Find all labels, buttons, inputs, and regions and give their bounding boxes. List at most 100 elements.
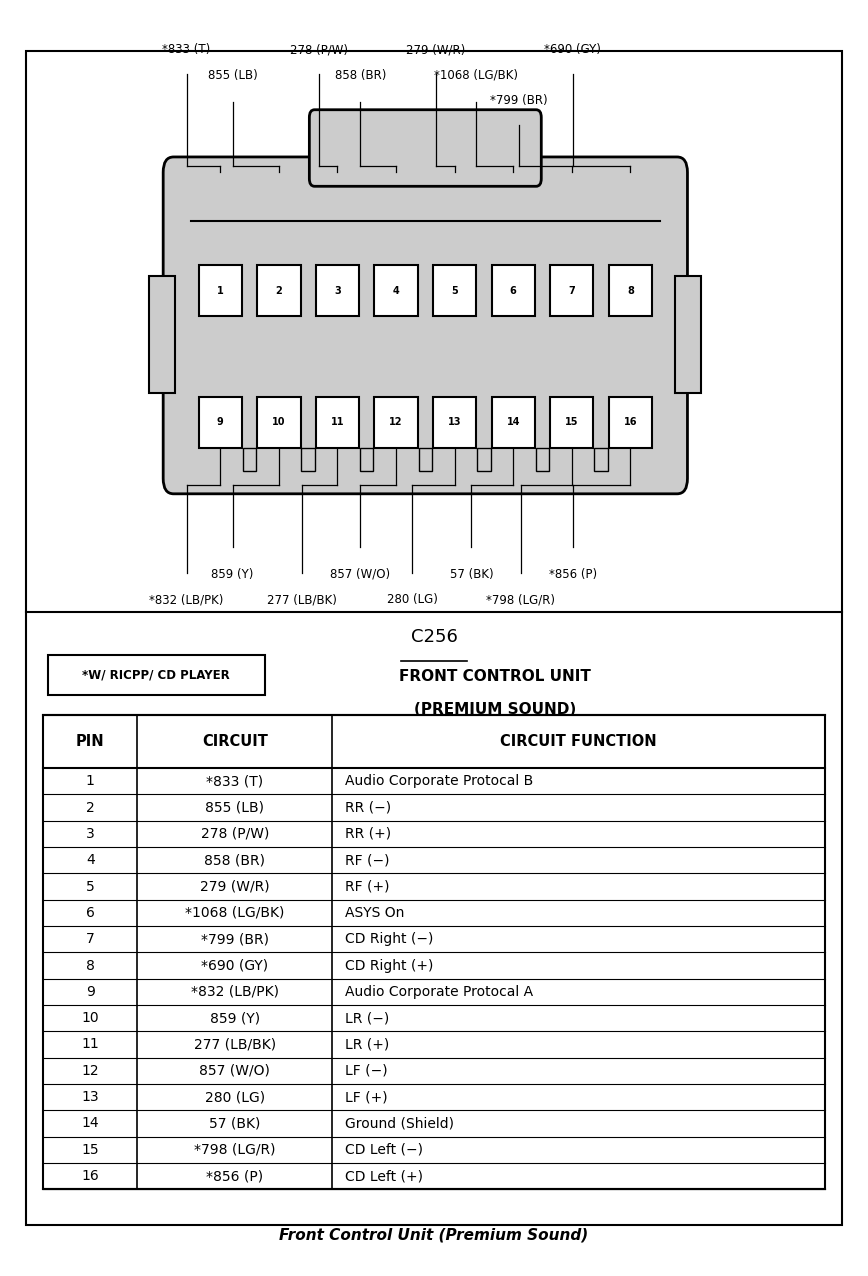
Text: *833 (T): *833 (T) (162, 43, 211, 56)
Bar (608, 265, 652, 316)
Bar (418, 448, 432, 471)
Text: 16: 16 (623, 417, 637, 427)
Text: CIRCUIT: CIRCUIT (202, 734, 267, 749)
Text: *799 (BR): *799 (BR) (490, 94, 548, 107)
Text: 280 (LG): 280 (LG) (205, 1090, 265, 1104)
Text: 858 (BR): 858 (BR) (334, 69, 386, 82)
Text: 1: 1 (217, 286, 224, 296)
Bar (433, 265, 477, 316)
Text: CIRCUIT FUNCTION: CIRCUIT FUNCTION (500, 734, 657, 749)
Bar (301, 448, 315, 471)
Text: 6: 6 (510, 286, 516, 296)
Text: 8: 8 (627, 286, 634, 296)
Bar (43, 715, 825, 1189)
Text: Ground (Shield): Ground (Shield) (345, 1116, 455, 1131)
Text: CD Left (−): CD Left (−) (345, 1143, 424, 1157)
Text: 57 (BK): 57 (BK) (209, 1116, 260, 1131)
Text: 15: 15 (82, 1143, 99, 1157)
Bar (360, 448, 373, 471)
Text: 9: 9 (86, 985, 95, 999)
Bar (433, 397, 477, 448)
Text: *W/ RICPP/ CD PLAYER: *W/ RICPP/ CD PLAYER (82, 669, 230, 681)
Text: Front Control Unit (Premium Sound): Front Control Unit (Premium Sound) (279, 1228, 589, 1243)
Text: 12: 12 (82, 1064, 99, 1078)
Bar (491, 397, 535, 448)
Text: CD Right (+): CD Right (+) (345, 958, 434, 972)
Text: 4: 4 (86, 854, 95, 868)
Bar (199, 397, 242, 448)
Text: FRONT CONTROL UNIT: FRONT CONTROL UNIT (398, 669, 591, 684)
Text: 6: 6 (86, 906, 95, 920)
Text: Audio Corporate Protocal B: Audio Corporate Protocal B (345, 775, 534, 789)
Text: 859 (Y): 859 (Y) (210, 1011, 260, 1025)
Bar (595, 448, 608, 471)
Bar (675, 277, 701, 393)
Text: CD Left (+): CD Left (+) (345, 1169, 424, 1183)
Text: *690 (GY): *690 (GY) (544, 43, 602, 56)
Text: LR (+): LR (+) (345, 1037, 390, 1051)
Text: 277 (LB/BK): 277 (LB/BK) (194, 1037, 276, 1051)
Text: 15: 15 (565, 417, 579, 427)
Text: *798 (LG/R): *798 (LG/R) (486, 593, 556, 606)
Text: *1068 (LG/BK): *1068 (LG/BK) (185, 906, 285, 920)
Text: 859 (Y): 859 (Y) (212, 568, 253, 581)
Text: 10: 10 (82, 1011, 99, 1025)
Text: RR (+): RR (+) (345, 827, 391, 841)
Text: LR (−): LR (−) (345, 1011, 390, 1025)
Text: 277 (LB/BK): 277 (LB/BK) (267, 593, 337, 606)
Text: 16: 16 (82, 1169, 99, 1183)
Text: 1: 1 (86, 775, 95, 789)
Text: 855 (LB): 855 (LB) (207, 69, 258, 82)
Text: 279 (W/R): 279 (W/R) (200, 879, 270, 893)
Text: 278 (P/W): 278 (P/W) (291, 43, 348, 56)
Text: *856 (P): *856 (P) (549, 568, 597, 581)
Text: 10: 10 (272, 417, 286, 427)
Text: LF (−): LF (−) (345, 1064, 388, 1078)
Bar (491, 265, 535, 316)
Text: 857 (W/O): 857 (W/O) (330, 568, 391, 581)
Bar (199, 265, 242, 316)
Text: 7: 7 (569, 286, 575, 296)
Text: *856 (P): *856 (P) (207, 1169, 263, 1183)
Text: *832 (LB/PK): *832 (LB/PK) (149, 593, 224, 606)
Text: *1068 (LG/BK): *1068 (LG/BK) (434, 69, 517, 82)
Text: 11: 11 (82, 1037, 99, 1051)
FancyBboxPatch shape (163, 157, 687, 494)
Bar (608, 397, 652, 448)
Text: *833 (T): *833 (T) (207, 775, 263, 789)
Text: 14: 14 (506, 417, 520, 427)
Text: 3: 3 (334, 286, 341, 296)
Text: RF (+): RF (+) (345, 879, 390, 893)
Text: 2: 2 (86, 800, 95, 814)
Bar (536, 448, 549, 471)
Text: 855 (LB): 855 (LB) (206, 800, 264, 814)
Text: 278 (P/W): 278 (P/W) (201, 827, 269, 841)
Text: PIN: PIN (76, 734, 104, 749)
Text: *798 (LG/R): *798 (LG/R) (194, 1143, 275, 1157)
Text: 280 (LG): 280 (LG) (387, 593, 437, 606)
Text: LF (+): LF (+) (345, 1090, 388, 1104)
Bar (257, 397, 300, 448)
Text: 3: 3 (86, 827, 95, 841)
FancyBboxPatch shape (309, 110, 542, 186)
Text: 4: 4 (392, 286, 399, 296)
Text: *799 (BR): *799 (BR) (201, 933, 269, 947)
Bar (243, 448, 256, 471)
Text: 57 (BK): 57 (BK) (450, 568, 493, 581)
Text: 11: 11 (331, 417, 345, 427)
Text: CD Right (−): CD Right (−) (345, 933, 434, 947)
Text: 857 (W/O): 857 (W/O) (200, 1064, 270, 1078)
Text: RF (−): RF (−) (345, 854, 390, 868)
Text: 279 (W/R): 279 (W/R) (406, 43, 465, 56)
Bar (374, 265, 418, 316)
Text: *690 (GY): *690 (GY) (201, 958, 268, 972)
Text: 7: 7 (86, 933, 95, 947)
Text: 5: 5 (451, 286, 458, 296)
Text: 5: 5 (86, 879, 95, 893)
Bar (550, 265, 594, 316)
Text: 9: 9 (217, 417, 224, 427)
Text: 12: 12 (389, 417, 403, 427)
Text: Audio Corporate Protocal A: Audio Corporate Protocal A (345, 985, 534, 999)
Text: 858 (BR): 858 (BR) (204, 854, 266, 868)
Text: C256: C256 (411, 628, 457, 646)
